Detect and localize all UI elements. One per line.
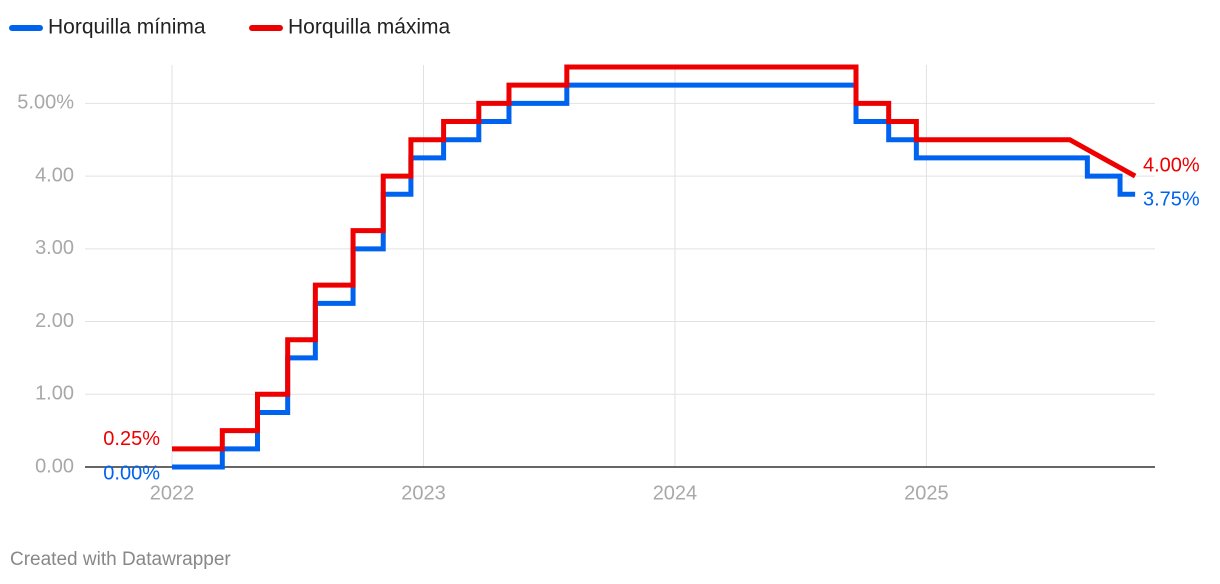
legend-label: Horquilla máxima xyxy=(288,16,451,39)
y-tick-label: 5.00% xyxy=(17,92,74,114)
x-tick-label: 2025 xyxy=(904,482,949,504)
legend-label: Horquilla mínima xyxy=(48,16,206,39)
x-tick-label: 2023 xyxy=(401,482,446,504)
end-label: 4.00% xyxy=(1143,154,1200,176)
start-label: 0.25% xyxy=(103,428,160,450)
y-tick-label: 0.00 xyxy=(35,455,74,477)
line-series xyxy=(172,82,1136,470)
start-label: 0.00% xyxy=(103,462,160,484)
x-tick-label: 2024 xyxy=(653,482,698,504)
x-tick-label: 2022 xyxy=(150,482,195,504)
y-tick-label: 4.00 xyxy=(35,164,74,186)
line-series xyxy=(172,64,1137,452)
y-tick-label: 1.00 xyxy=(35,383,74,405)
y-tick-label: 2.00 xyxy=(35,310,74,332)
y-tick-label: 3.00 xyxy=(35,237,74,259)
footer: Created with Datawrapper xyxy=(10,549,231,570)
end-label: 3.75% xyxy=(1143,189,1200,211)
